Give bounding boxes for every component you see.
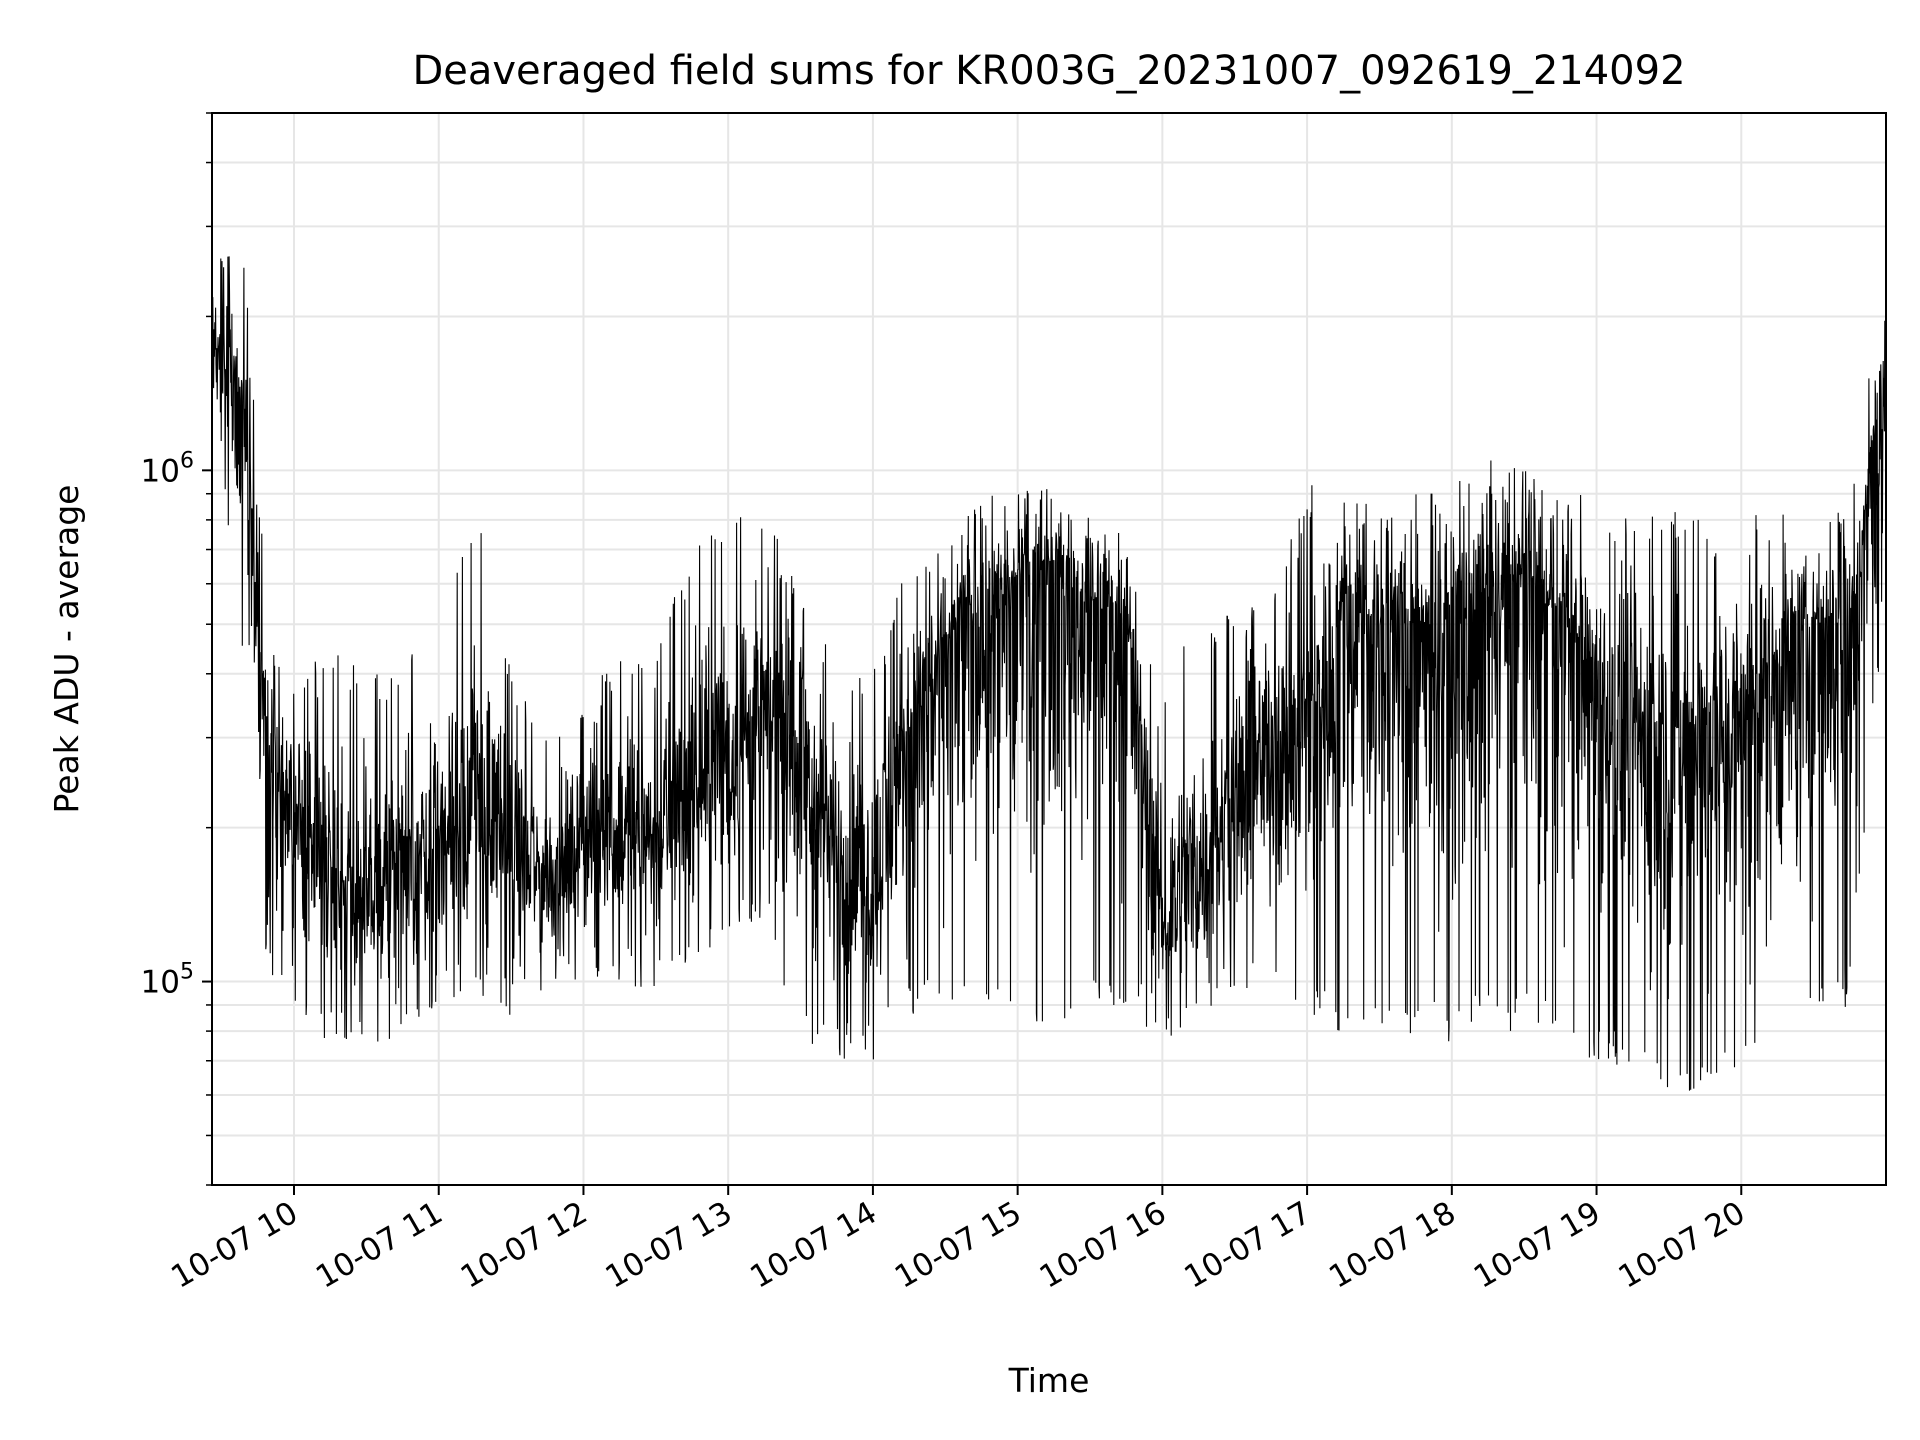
y-tick-label: 106 <box>141 448 194 489</box>
plot-frame <box>211 112 1887 1186</box>
series-layer <box>211 256 1887 1091</box>
chart-title: Deaveraged field sums for KR003G_2023100… <box>412 48 1685 94</box>
x-axis-label: Time <box>1008 1361 1090 1400</box>
y-axis-label: Peak ADU - average <box>47 485 86 814</box>
series-line <box>211 256 1887 1091</box>
y-tick-label: 105 <box>141 960 194 1001</box>
